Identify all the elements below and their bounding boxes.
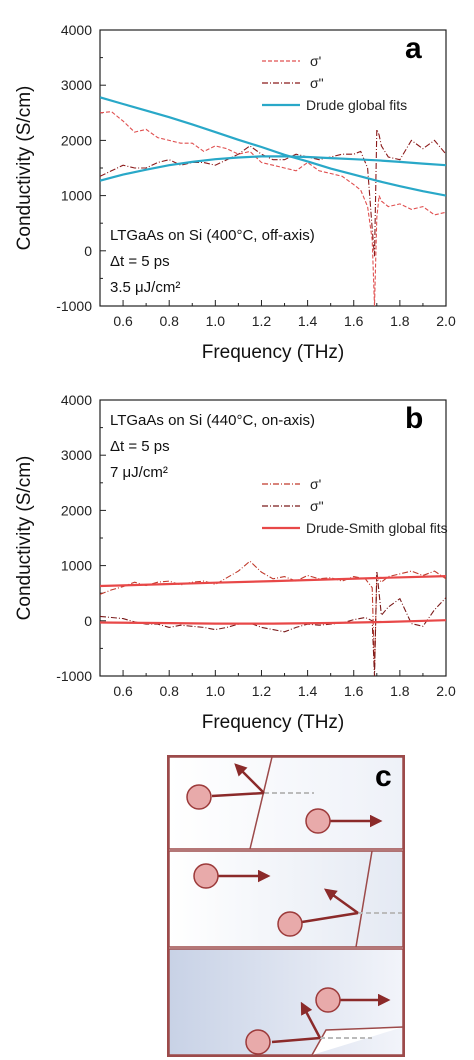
x-tick-label: 1.4 (298, 683, 318, 699)
schematic-panel-c: c (167, 755, 405, 1057)
x-tick-label: 0.6 (113, 683, 133, 699)
x-tick-label: 1.6 (344, 313, 364, 329)
y-tick-label: -1000 (56, 668, 92, 684)
x-tick-label: 1.8 (390, 683, 410, 699)
x-tick-label: 1.2 (252, 313, 272, 329)
legend-label: σ" (310, 75, 324, 91)
y-axis-label: Conductivity (S/cm) (14, 456, 35, 621)
legend-label: σ" (310, 498, 324, 514)
x-tick-label: 0.6 (113, 313, 133, 329)
x-tick-label: 0.8 (159, 683, 179, 699)
x-tick-label: 1.0 (206, 683, 226, 699)
annotation-text: LTGaAs on Si (400°C, off-axis) (110, 227, 315, 244)
y-tick-label: 2000 (61, 502, 92, 518)
y-tick-label: 2000 (61, 132, 92, 148)
carrier-particle (186, 784, 212, 810)
series-line-0 (100, 560, 446, 671)
x-tick-label: 1.6 (344, 683, 364, 699)
x-tick-label: 1.0 (206, 313, 226, 329)
y-tick-label: 3000 (61, 447, 92, 463)
x-tick-label: 1.2 (252, 683, 272, 699)
x-axis-label: Frequency (THz) (202, 342, 345, 363)
legend-label: Drude-Smith global fits (306, 520, 448, 536)
y-tick-label: 4000 (61, 392, 92, 408)
series-line-1 (100, 129, 446, 257)
grain-strip-1 (168, 756, 404, 850)
plot-area: -1000 0 1000 2000 3000 4000 0.6 0.8 1.0 1.2 1.4 1.6… (14, 22, 456, 363)
panel-label-a: a (405, 32, 422, 65)
annotation-text: Δt = 5 ps (110, 253, 170, 270)
y-tick-label: 3000 (61, 77, 92, 93)
x-tick-label: 1.8 (390, 313, 410, 329)
x-tick-label: 0.8 (159, 313, 179, 329)
carrier-particle (305, 808, 331, 834)
series-line-2 (100, 96, 446, 197)
chart-panel-a: -1000 0 1000 2000 3000 4000 0.6 0.8 1.0 1.2 1.4 1.6… (14, 22, 456, 363)
x-tick-label: 2.0 (436, 683, 456, 699)
legend-label: Drude global fits (306, 97, 407, 113)
y-tick-label: 1000 (61, 188, 92, 204)
x-tick-label: 1.4 (298, 313, 318, 329)
annotation-text: LTGaAs on Si (440°C, on-axis) (110, 412, 315, 429)
annotation-text: 3.5 μJ/cm² (110, 279, 180, 296)
series-line-0 (100, 111, 446, 306)
grain-strip-3 (168, 948, 404, 1056)
carrier-particle (315, 987, 341, 1013)
carrier-particle (277, 911, 303, 937)
series-line-2 (100, 575, 446, 588)
annotation-text: Δt = 5 ps (110, 438, 170, 455)
y-tick-label: 0 (84, 243, 92, 259)
chart-panel-b: -1000 0 1000 2000 3000 4000 0.6 0.8 1.0 1.2 1.4 1.6… (14, 392, 456, 733)
y-tick-label: 0 (84, 613, 92, 629)
plot-area: -1000 0 1000 2000 3000 4000 0.6 0.8 1.0 1.2 1.4 1.6… (14, 392, 456, 733)
y-tick-label: 1000 (61, 558, 92, 574)
series-line-3 (100, 619, 446, 625)
y-axis-label: Conductivity (S/cm) (14, 86, 35, 251)
legend-label: σ' (310, 53, 321, 69)
series-line-3 (100, 155, 446, 182)
legend-label: σ' (310, 476, 321, 492)
y-tick-label: 4000 (61, 22, 92, 38)
panel-label-c: c (375, 760, 392, 793)
schematic-border (167, 755, 405, 1057)
panel-label-b: b (405, 402, 423, 435)
grain-strip-2 (168, 850, 404, 948)
carrier-particle (245, 1029, 271, 1055)
annotation-text: 7 μJ/cm² (110, 464, 168, 481)
carrier-particle (193, 863, 219, 889)
x-tick-label: 2.0 (436, 313, 456, 329)
x-axis-label: Frequency (THz) (202, 712, 345, 733)
y-tick-label: -1000 (56, 298, 92, 314)
series-line-1 (100, 571, 446, 676)
